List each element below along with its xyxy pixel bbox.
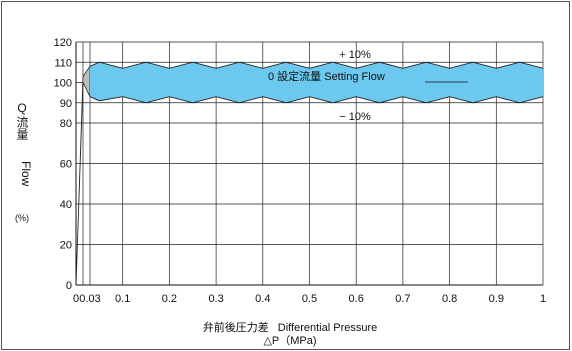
y-tick-label-60: 60 — [60, 159, 72, 171]
x-tick-label-0.3: 0.3 — [208, 293, 223, 305]
x-tick-label-0.6: 0.6 — [349, 293, 364, 305]
x-tick-label-0.03: 0.03 — [79, 293, 100, 305]
x-axis-label-jp: 弁前後圧力差 — [203, 320, 269, 334]
y-tick-label-0: 0 — [66, 280, 72, 292]
x-tick-label-0.9: 0.9 — [489, 293, 504, 305]
x-tick-label-0.7: 0.7 — [395, 293, 410, 305]
x-tick-label-0.1: 0.1 — [115, 293, 130, 305]
x-tick-label-0.4: 0.4 — [255, 293, 270, 305]
x-tick-label-0: 0 — [73, 293, 79, 305]
y-tick-label-20: 20 — [60, 240, 72, 252]
y-axis-label-en: Flow — [19, 161, 33, 187]
x-axis-label-en: Differential Pressure — [278, 322, 377, 334]
x-axis-label-unit: △P（MPa) — [263, 334, 316, 347]
y-tick-label-90: 90 — [60, 98, 72, 110]
y-axis-unit: (%) — [15, 213, 29, 223]
x-tick-label-0.8: 0.8 — [442, 293, 457, 305]
y-tick-label-100: 100 — [54, 78, 72, 90]
y-tick-label-110: 110 — [54, 57, 72, 69]
x-tick-label-0.5: 0.5 — [302, 293, 317, 305]
x-tick-label-1: 1 — [540, 293, 546, 305]
y-tick-label-40: 40 — [60, 199, 72, 211]
annotation-plus-10: + 10% — [339, 49, 371, 61]
y-tick-label-80: 80 — [60, 118, 72, 130]
y-tick-label-120: 120 — [54, 37, 72, 49]
y-axis-label-jp: 流量 — [15, 116, 29, 140]
annotation-minus-10: − 10% — [339, 111, 371, 123]
annotation-setting-flow: 0 設定流量 Setting Flow — [268, 69, 385, 83]
x-tick-label-0.2: 0.2 — [162, 293, 177, 305]
y-axis-symbol: Q — [17, 101, 26, 115]
x-axis-label: 弁前後圧力差 Differential Pressure — [203, 320, 378, 334]
